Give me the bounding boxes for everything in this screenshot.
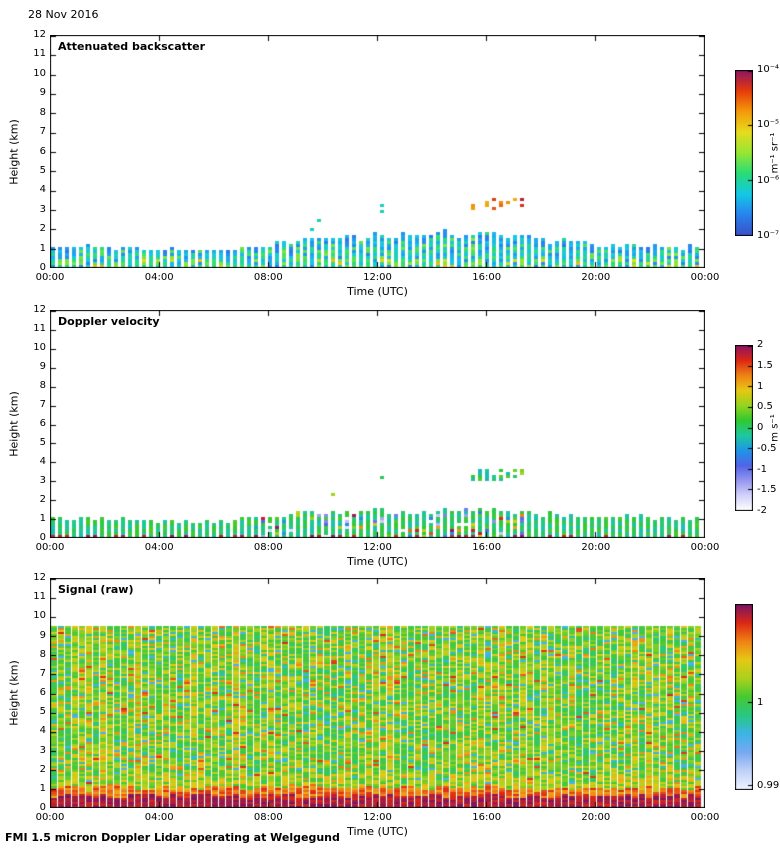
backscatter-xtick-2: 08:00 [253,272,283,283]
velocity-ytick-7: 7 [39,399,46,410]
signal-ytick-6: 6 [39,687,46,698]
footer-caption: FMI 1.5 micron Doppler Lidar operating a… [5,831,340,844]
backscatter-xlabel: Time (UTC) [347,285,408,298]
velocity-ytick-0: 0 [39,532,46,543]
backscatter-ytick-3: 3 [39,203,46,215]
backscatter-ytick-11: 11 [33,48,46,60]
backscatter-ytick-1: 1 [39,242,46,254]
backscatter-ytick-5: 5 [39,164,46,176]
signal-cbtick-1: 0.99 [757,780,780,792]
backscatter-ytick-9: 9 [39,87,46,99]
velocity-ytick-12: 12 [33,304,46,315]
signal-ytick-1: 1 [39,782,46,794]
backscatter-ytick-4: 4 [39,184,46,196]
signal-ytick-3: 3 [39,744,46,756]
signal-xtick-4: 16:00 [472,812,502,823]
velocity-cbtick-5: -0.5 [757,442,777,454]
backscatter-ytick-12: 12 [33,29,46,40]
velocity-xtick-1: 04:00 [144,542,174,553]
velocity-ytick-3: 3 [39,475,46,486]
velocity-ytick-2: 2 [39,494,46,505]
velocity-cbtick-6: -1 [757,463,767,475]
backscatter-cbtick-0: 10⁻⁴ [757,64,780,75]
velocity-colorbar-canvas [735,345,753,511]
signal-ytick-10: 10 [33,610,46,622]
velocity-cbtick-2: 1 [757,380,764,392]
velocity-xlabel: Time (UTC) [347,555,408,568]
backscatter-title: Attenuated backscatter [58,40,206,53]
velocity-xtick-5: 20:00 [581,542,611,553]
backscatter-cbtick-2: 10⁻⁶ [757,174,780,186]
velocity-ytick-6: 6 [39,418,46,429]
velocity-ytick-9: 9 [39,361,46,372]
backscatter-ytick-8: 8 [39,106,46,118]
velocity-xtick-2: 08:00 [253,542,283,553]
backscatter-xtick-1: 04:00 [144,272,174,283]
velocity-ytick-4: 4 [39,456,46,467]
backscatter-ytick-2: 2 [39,223,46,235]
signal-xtick-5: 20:00 [581,812,611,823]
backscatter-xtick-0: 00:00 [35,272,65,283]
backscatter-xtick-3: 12:00 [363,272,392,283]
backscatter-xtick-4: 16:00 [472,272,502,283]
velocity-ytick-1: 1 [39,513,46,524]
signal-cbtick-0: 1 [757,696,764,708]
signal-title: Signal (raw) [58,583,134,596]
velocity-ytick-11: 11 [33,323,46,334]
velocity-cbtick-4: 0 [757,422,764,433]
signal-ytick-8: 8 [39,648,46,660]
backscatter-cbtick-1: 10⁻⁵ [757,119,780,131]
backscatter-xtick-6: 00:00 [690,272,720,283]
backscatter-xtick-5: 20:00 [581,272,611,283]
velocity-xtick-4: 16:00 [472,542,502,553]
backscatter-ytick-0: 0 [39,262,46,273]
signal-ytick-11: 11 [33,591,46,603]
signal-plot-canvas [50,578,705,808]
velocity-ytick-8: 8 [39,380,46,391]
date-label: 28 Nov 2016 [28,8,99,21]
signal-xtick-2: 08:00 [253,812,283,823]
backscatter-ytick-7: 7 [39,126,46,138]
signal-ylabel: Height (km) [7,660,21,726]
signal-ytick-4: 4 [39,725,46,737]
signal-ytick-12: 12 [33,572,46,583]
signal-ytick-7: 7 [39,667,46,679]
velocity-cbtick-0: 2 [757,339,764,350]
signal-xtick-1: 04:00 [144,812,174,823]
backscatter-cbtick-3: 10⁻⁷ [757,230,780,241]
signal-ytick-0: 0 [39,802,46,813]
velocity-cbtick-3: 0.5 [757,401,773,413]
signal-xlabel: Time (UTC) [347,825,408,838]
velocity-xtick-3: 12:00 [363,542,392,553]
velocity-title: Doppler velocity [58,315,160,328]
backscatter-plot-canvas [50,35,705,268]
velocity-cbtick-8: -2 [757,505,767,516]
velocity-plot-canvas [50,310,705,538]
velocity-xtick-0: 00:00 [35,542,65,553]
signal-ytick-9: 9 [39,629,46,641]
velocity-ytick-5: 5 [39,437,46,448]
backscatter-ytick-6: 6 [39,145,46,157]
signal-colorbar-canvas [735,604,753,790]
signal-xtick-6: 00:00 [690,812,720,823]
signal-xtick-0: 00:00 [35,812,65,823]
velocity-cbtick-1: 1.5 [757,359,773,371]
velocity-ytick-10: 10 [33,342,46,353]
signal-xtick-3: 12:00 [363,812,392,823]
signal-ytick-2: 2 [39,763,46,775]
backscatter-colorbar-canvas [735,70,753,236]
velocity-xtick-6: 00:00 [690,542,720,553]
backscatter-ytick-10: 10 [33,67,46,79]
velocity-cbtick-7: -1.5 [757,484,777,496]
signal-ytick-5: 5 [39,706,46,718]
